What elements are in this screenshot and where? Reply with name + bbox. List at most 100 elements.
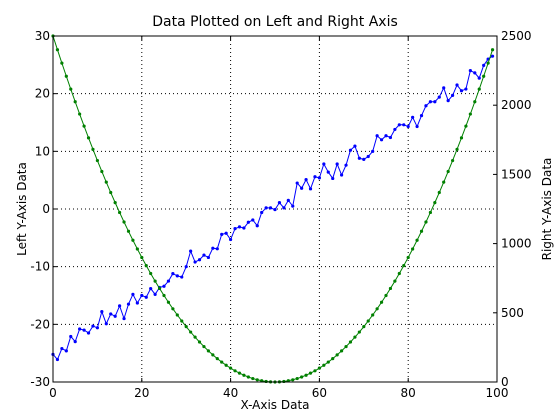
data-point-left <box>357 156 361 160</box>
data-point-right <box>220 360 224 364</box>
data-point-right <box>95 158 99 163</box>
data-point-left <box>424 104 428 108</box>
data-point-left <box>340 173 344 177</box>
data-point-left <box>268 206 273 210</box>
right-y-axis-label: Right Y-Axis Data <box>540 158 554 261</box>
y-right-tick-label: 1500 <box>501 167 532 181</box>
data-point-right <box>331 357 335 361</box>
data-point-left <box>326 170 330 174</box>
data-point-right <box>304 373 308 377</box>
data-point-right <box>379 300 384 304</box>
data-point-right <box>402 264 406 268</box>
data-point-right <box>433 201 437 205</box>
data-point-right <box>73 100 77 104</box>
data-point-left <box>189 249 193 253</box>
data-point-right <box>140 255 144 260</box>
data-point-right <box>371 313 375 317</box>
data-point-left <box>379 138 384 142</box>
data-point-left <box>402 123 406 127</box>
data-point-left <box>100 310 104 314</box>
data-point-left <box>419 113 424 118</box>
data-point-right <box>237 371 242 375</box>
y-left-tick-label: 10 <box>35 144 50 158</box>
data-point-left <box>229 237 233 242</box>
data-point-right <box>388 286 393 291</box>
data-point-left <box>406 124 410 129</box>
data-point-right <box>118 210 122 215</box>
data-point-left <box>122 316 126 321</box>
data-point-left <box>455 83 459 87</box>
x-axis-label: X-Axis Data <box>240 398 309 412</box>
data-point-left <box>95 326 99 330</box>
data-point-right <box>193 335 197 339</box>
data-point-right <box>109 190 113 195</box>
data-point-right <box>233 369 237 373</box>
data-point-right <box>180 319 184 323</box>
y-right-tick-label: 2000 <box>501 98 532 112</box>
data-point-left <box>264 206 268 210</box>
data-point-right <box>264 379 268 384</box>
y-right-tick-label: 500 <box>501 306 524 320</box>
data-point-left <box>273 207 277 212</box>
data-point-left <box>477 76 481 80</box>
data-point-left <box>104 322 108 326</box>
data-point-left <box>64 349 68 353</box>
data-point-left <box>140 293 144 298</box>
data-point-left <box>135 301 139 305</box>
data-point-left <box>300 186 304 190</box>
data-point-left <box>411 115 415 119</box>
data-point-left <box>375 134 379 138</box>
data-point-right <box>451 158 455 163</box>
data-point-left <box>211 246 215 250</box>
data-point-left <box>384 134 388 138</box>
data-point-right <box>104 180 108 184</box>
data-point-right <box>60 61 64 65</box>
data-point-left <box>180 275 184 279</box>
data-point-right <box>424 220 428 224</box>
data-point-left <box>242 226 246 230</box>
data-point-left <box>166 279 171 283</box>
data-point-right <box>295 376 299 381</box>
data-point-right <box>255 378 259 382</box>
data-point-right <box>446 169 450 174</box>
data-point-left <box>282 206 286 210</box>
data-point-left <box>206 255 210 260</box>
y-right-tick-label: 1000 <box>501 237 532 251</box>
y-left-tick-label: 20 <box>35 87 50 101</box>
data-point-left <box>468 69 472 73</box>
data-point-left <box>73 340 77 344</box>
data-point-left <box>490 54 495 58</box>
data-point-left <box>393 127 397 132</box>
data-point-right <box>184 325 188 329</box>
data-point-left <box>78 327 82 331</box>
data-point-right <box>326 360 330 364</box>
data-point-right <box>157 286 162 291</box>
data-point-left <box>131 292 135 296</box>
data-point-left <box>69 334 73 339</box>
data-point-right <box>419 229 424 233</box>
left-y-axis-label: Left Y-Axis Data <box>15 162 29 256</box>
data-point-left <box>153 292 157 296</box>
chart-title: Data Plotted on Left and Right Axis <box>152 14 398 30</box>
data-point-right <box>242 373 246 377</box>
data-point-right <box>428 210 432 215</box>
y-left-tick-label: 30 <box>35 29 50 43</box>
data-point-left <box>433 100 437 104</box>
x-tick-label: 20 <box>134 386 149 400</box>
data-point-right <box>490 48 495 52</box>
data-point-left <box>428 100 432 104</box>
data-point-left <box>233 227 237 231</box>
data-point-right <box>153 279 157 283</box>
data-point-left <box>322 162 326 166</box>
data-point-right <box>175 313 179 317</box>
data-point-left <box>459 89 464 93</box>
data-point-left <box>446 98 450 103</box>
data-point-right <box>300 375 304 379</box>
data-point-right <box>482 74 486 78</box>
data-point-left <box>224 231 228 235</box>
data-point-right <box>91 147 95 151</box>
data-point-left <box>415 124 419 129</box>
data-point-right <box>206 349 210 353</box>
data-point-right <box>393 279 397 283</box>
data-point-right <box>477 87 481 91</box>
